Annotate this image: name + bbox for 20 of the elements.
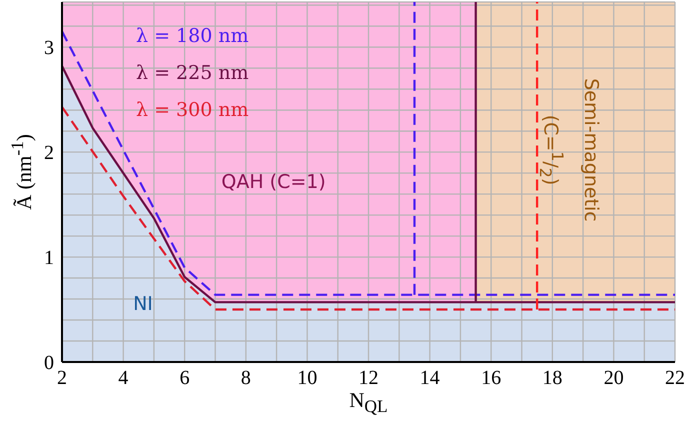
text: λ = 225 nm	[136, 61, 249, 86]
y-tick-label: 3	[44, 37, 54, 60]
x-tick-label: 18	[542, 367, 562, 390]
x-tick-label: 14	[420, 367, 440, 390]
y-tick-label: 0	[44, 352, 54, 374]
x-tick-label: 4	[118, 367, 128, 390]
y-tick-label: 1	[44, 247, 54, 270]
x-tick-label: 16	[481, 367, 502, 390]
x-tick-label: 20	[604, 367, 624, 390]
text: λ = 180 nm	[136, 24, 249, 49]
x-tick-label: 10	[297, 367, 318, 390]
y-tick-label: 2	[44, 142, 54, 164]
x-tick-label: 22	[665, 367, 685, 390]
x-tick-label: 6	[180, 367, 190, 390]
text: λ = 300 nm	[136, 98, 249, 123]
annotation: NI	[133, 292, 153, 317]
x-tick-label: 12	[358, 367, 378, 390]
x-tick-label: 8	[240, 367, 251, 390]
annotation: QAH (C=1)	[221, 170, 326, 195]
x-axis-title: N$_{QL}$	[349, 388, 388, 418]
